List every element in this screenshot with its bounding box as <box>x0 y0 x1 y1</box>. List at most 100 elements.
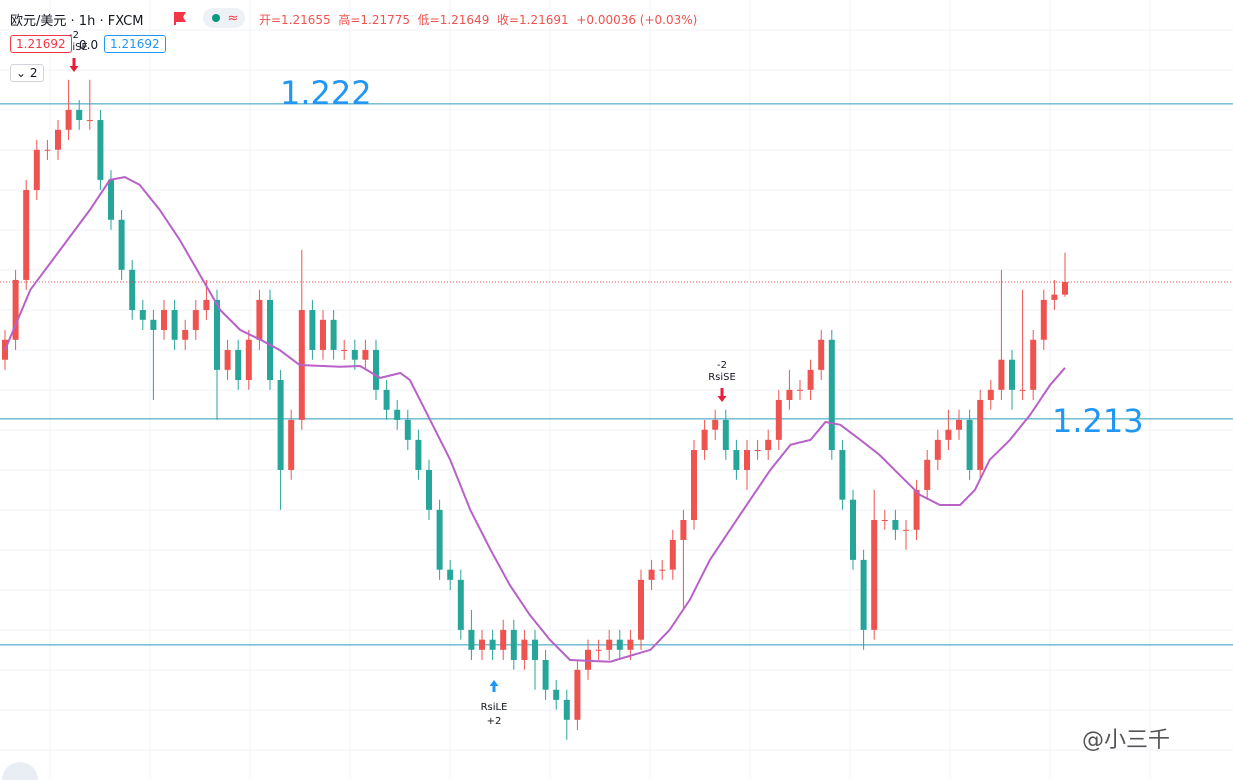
candle-body <box>966 419 973 470</box>
candle-body <box>606 639 613 650</box>
candle-body <box>754 450 761 452</box>
candle-body <box>118 219 125 270</box>
level-label: 1.222 <box>280 74 372 112</box>
candle-body <box>924 459 931 490</box>
high-value: 高=1.21775 <box>338 13 411 27</box>
candle-body <box>76 109 83 121</box>
spread: 0.0 <box>79 38 99 52</box>
candle-body <box>489 639 496 650</box>
candle-body <box>394 409 401 420</box>
candle-body <box>97 120 104 180</box>
candle-body <box>500 629 507 650</box>
candle-body <box>850 499 856 560</box>
candle-body <box>977 399 984 470</box>
sell-button[interactable]: 1.21692 <box>10 35 72 53</box>
candle-body <box>86 120 93 122</box>
candle-body <box>563 699 570 720</box>
indicator-toggle[interactable]: ⌄ 2 <box>10 64 44 82</box>
candle-body <box>33 149 40 191</box>
candle-body <box>542 659 549 690</box>
candle-body <box>775 399 782 440</box>
candle-body <box>55 129 61 150</box>
candle-body <box>182 329 189 340</box>
candle-body <box>235 349 242 381</box>
candle-body <box>987 389 994 400</box>
candle-body <box>12 279 19 340</box>
candle-body <box>171 310 178 340</box>
logo[interactable] <box>0 760 40 780</box>
candle-body <box>457 579 464 630</box>
candle-body <box>818 339 825 370</box>
candle-body <box>436 509 443 570</box>
status-icons: ≈ <box>212 11 239 26</box>
candle-body <box>627 639 634 650</box>
candle-body <box>1030 339 1037 390</box>
candle-body <box>1009 359 1015 390</box>
signal-label: RsiLE <box>481 702 508 713</box>
candle-body <box>521 639 528 660</box>
candle-body <box>956 419 962 430</box>
candle-body <box>373 349 379 390</box>
candle-body <box>1019 389 1026 391</box>
candle-body <box>881 520 888 521</box>
candle-body <box>404 419 411 440</box>
candle-body <box>786 389 793 400</box>
candle-body <box>903 529 909 531</box>
candle-body <box>595 649 602 651</box>
candle-body <box>616 639 623 650</box>
candle-body <box>362 349 369 360</box>
candle-body <box>330 319 337 350</box>
flag-icon[interactable] <box>173 11 187 25</box>
candle-body <box>192 310 199 330</box>
candle-body <box>860 559 867 630</box>
candle-body <box>267 299 273 381</box>
close-value: 收=1.21691 <box>496 13 569 27</box>
candle-body <box>277 380 284 470</box>
candle-body <box>945 429 952 440</box>
candle-body <box>309 310 316 350</box>
signal-qty: +2 <box>487 716 502 727</box>
candle-body <box>659 569 666 571</box>
candle-body <box>574 669 581 720</box>
candle-body <box>224 349 231 370</box>
candle-body <box>722 419 729 451</box>
buy-button[interactable]: 1.21692 <box>104 35 166 53</box>
candle-body <box>341 349 348 351</box>
watermark: @小三千 <box>1082 728 1171 753</box>
candle-body <box>892 520 899 530</box>
candle-body <box>256 299 263 340</box>
candle-body <box>139 310 146 320</box>
signal-arrow <box>717 388 727 402</box>
candle-body <box>797 389 803 391</box>
candle-body <box>510 629 517 660</box>
signal-label: RsiSE <box>708 372 736 383</box>
candle-body <box>214 299 220 370</box>
candle-body <box>1051 294 1058 300</box>
open-value: 开=1.21655 <box>259 13 331 27</box>
candle-body <box>744 450 750 470</box>
change-value: +0.00036 (+0.03%) <box>576 13 698 27</box>
signal-arrow <box>489 680 499 692</box>
low-value: 低=1.21649 <box>417 13 490 27</box>
candle-body <box>532 639 538 660</box>
candle-body <box>669 539 676 570</box>
candle-body <box>161 310 167 330</box>
interval[interactable]: 1h <box>78 14 96 29</box>
symbol[interactable]: 欧元/美元 <box>10 14 67 29</box>
status-pill[interactable]: ≈ <box>203 8 245 28</box>
svg-text:≈: ≈ <box>228 11 239 26</box>
candle-body <box>701 429 708 451</box>
candle-body <box>1040 299 1047 340</box>
candle-body <box>1062 282 1068 295</box>
candle-body <box>351 349 358 360</box>
candle-body <box>129 269 136 311</box>
candle-body <box>203 299 210 311</box>
signal-arrow <box>69 58 79 72</box>
candle-body <box>468 629 475 650</box>
candle-body <box>828 339 835 451</box>
candle-body <box>426 469 432 510</box>
candle-body <box>415 439 422 470</box>
